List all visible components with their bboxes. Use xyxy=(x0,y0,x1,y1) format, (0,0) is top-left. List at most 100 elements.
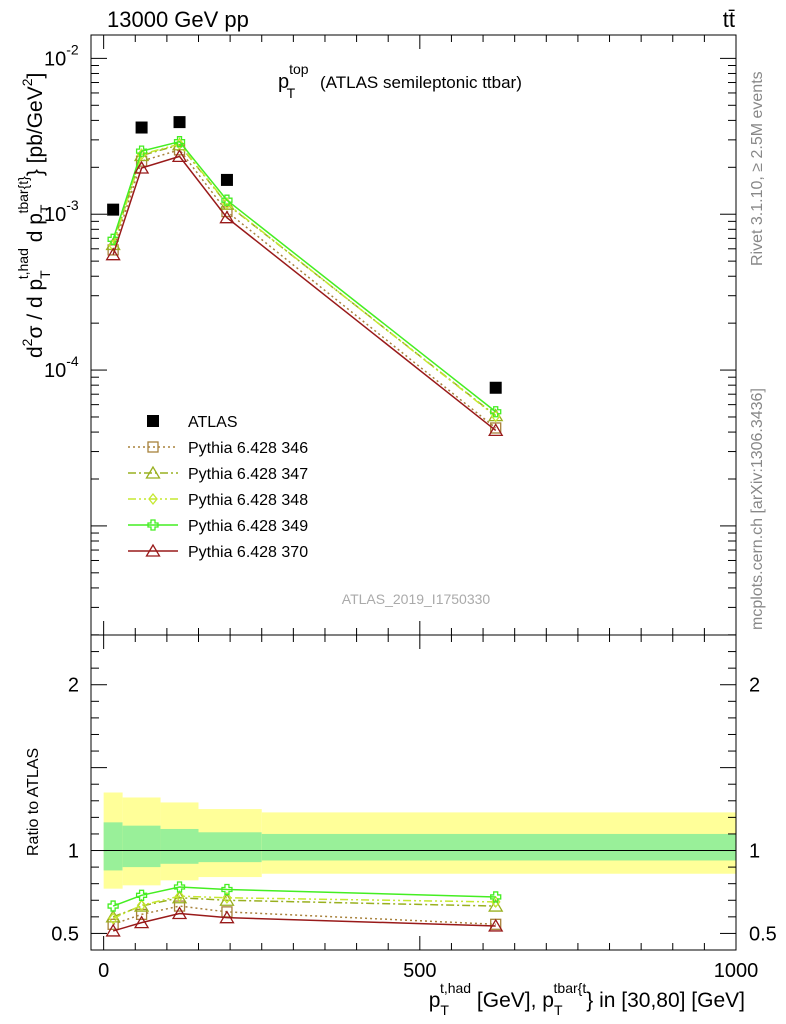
ratio-series-2 xyxy=(108,890,501,925)
ratio-point xyxy=(135,889,148,901)
ratio-point xyxy=(105,923,121,937)
legend-entry-0: ATLAS xyxy=(147,414,238,431)
ratio-band-inner xyxy=(103,822,123,871)
mcplots-label: mcplots.cern.ch [arXiv:1306.3436] xyxy=(749,388,766,630)
main-point xyxy=(133,160,150,174)
legend-label: Pythia 6.428 347 xyxy=(188,466,308,483)
ratio-point xyxy=(108,912,118,925)
legend-entry-4: Pythia 6.428 349 xyxy=(128,518,308,535)
ratio-point xyxy=(174,890,185,903)
main-series-line xyxy=(112,148,497,429)
main-point xyxy=(220,173,233,186)
ratio-y-tick-label-right: 2 xyxy=(749,675,760,697)
main-point xyxy=(489,381,502,394)
ratio-point xyxy=(490,895,501,908)
main-y-tick-label: 10-2 xyxy=(44,41,79,70)
ratio-point xyxy=(133,915,150,929)
ratio-point xyxy=(221,906,233,918)
main-y-tick-label: 10-3 xyxy=(44,197,79,226)
ratio-series-line xyxy=(112,905,496,926)
header-left: 13000 GeV pp xyxy=(107,7,249,32)
ratio-point xyxy=(488,898,504,912)
legend-marker xyxy=(145,543,161,557)
main-point xyxy=(171,149,188,163)
analysis-watermark: ATLAS_2019_I1750330 xyxy=(342,591,491,607)
main-plot-title: ptop T xyxy=(278,61,309,101)
ratio-y-tick-label-right: 0.5 xyxy=(749,923,777,945)
legend-marker xyxy=(147,415,159,427)
main-point xyxy=(107,203,120,216)
ratio-point xyxy=(219,910,235,924)
x-axis-label: pTt,had [GeV], pTtbar{t} in [30,80] [GeV… xyxy=(429,980,745,1018)
main-y-tick-label: 10-4 xyxy=(44,353,79,382)
ratio-point xyxy=(488,918,504,932)
main-point xyxy=(173,116,186,129)
main-point xyxy=(221,194,233,206)
header-right: tt̄ xyxy=(723,7,735,32)
ratio-y-tick-label: 0.5 xyxy=(51,923,79,945)
main-plot-area: 10-2 10-3 10-4 xyxy=(44,34,737,636)
legend-label: ATLAS xyxy=(188,414,238,431)
main-point xyxy=(490,422,502,434)
main-series-line xyxy=(112,143,497,417)
ratio-series-line xyxy=(112,886,496,907)
main-series-line xyxy=(112,143,497,417)
main-point xyxy=(107,233,119,245)
main-point xyxy=(135,145,148,157)
main-series-3 xyxy=(108,138,501,423)
main-point xyxy=(173,136,186,148)
ratio-y-tick-label-right: 1 xyxy=(749,841,760,863)
main-series-1 xyxy=(107,144,502,434)
ratio-point xyxy=(173,881,186,893)
legend: ATLAS Pythia 6.428 346 Pythia 6.428 347 Pyt… xyxy=(128,414,308,561)
legend-entry-1: Pythia 6.428 346 xyxy=(128,440,308,457)
main-y-axis-label: d2σ / d pTt,had d pTtbar{t}} [pb/GeV2] xyxy=(15,73,53,358)
main-series-line xyxy=(112,155,497,431)
legend-marker xyxy=(145,465,161,479)
main-point xyxy=(490,406,502,418)
ratio-point xyxy=(222,891,232,904)
ratio-band-inner xyxy=(122,825,161,868)
legend-marker xyxy=(148,492,158,506)
ratio-point xyxy=(136,899,147,912)
main-series-4 xyxy=(107,136,502,418)
legend-marker xyxy=(147,441,159,453)
main-plot-title-rest: (ATLAS semileptonic ttbar) xyxy=(320,73,522,92)
ratio-plot-frame xyxy=(90,634,737,951)
ratio-band-inner xyxy=(160,828,199,864)
ratio-point xyxy=(171,906,188,920)
ratio-point xyxy=(219,892,235,906)
ratio-series-line xyxy=(112,895,496,920)
legend-entry-5: Pythia 6.428 370 xyxy=(128,543,308,561)
main-point xyxy=(105,247,121,261)
main-point xyxy=(219,210,235,224)
ratio-series-4 xyxy=(105,906,504,937)
x-tick-label: 500 xyxy=(403,960,436,982)
ratio-point xyxy=(490,891,502,903)
legend-entry-2: Pythia 6.428 347 xyxy=(128,465,308,483)
main-series-line xyxy=(112,140,497,413)
ratio-y-axis-label: Ratio to ATLAS xyxy=(25,748,42,856)
ratio-point xyxy=(107,918,119,930)
ratio-y-tick-label: 2 xyxy=(68,675,79,697)
x-tick-label: 0 xyxy=(98,960,109,982)
ratio-series-line xyxy=(112,912,496,932)
x-tick-label: 1000 xyxy=(714,960,759,982)
ratio-band-inner xyxy=(198,832,262,863)
main-point xyxy=(488,423,504,437)
ratio-series-line xyxy=(112,897,496,918)
legend-marker xyxy=(147,519,159,531)
main-point xyxy=(108,239,118,252)
main-point xyxy=(135,121,148,134)
legend-label: Pythia 6.428 349 xyxy=(188,518,308,535)
legend-entry-3: Pythia 6.428 348 xyxy=(128,492,308,509)
ratio-point xyxy=(221,883,233,896)
ratio-band-inner xyxy=(261,833,736,861)
rivet-label: Rivet 3.1.10, ≥ 2.5M events xyxy=(749,71,766,266)
legend-label: Pythia 6.428 346 xyxy=(188,440,308,457)
ratio-plot-area: 0.5 0.5 1 1 2 2 0 500 1000 xyxy=(51,634,777,982)
main-series-5 xyxy=(105,149,504,437)
main-point xyxy=(490,410,501,423)
main-series-0 xyxy=(107,116,502,394)
